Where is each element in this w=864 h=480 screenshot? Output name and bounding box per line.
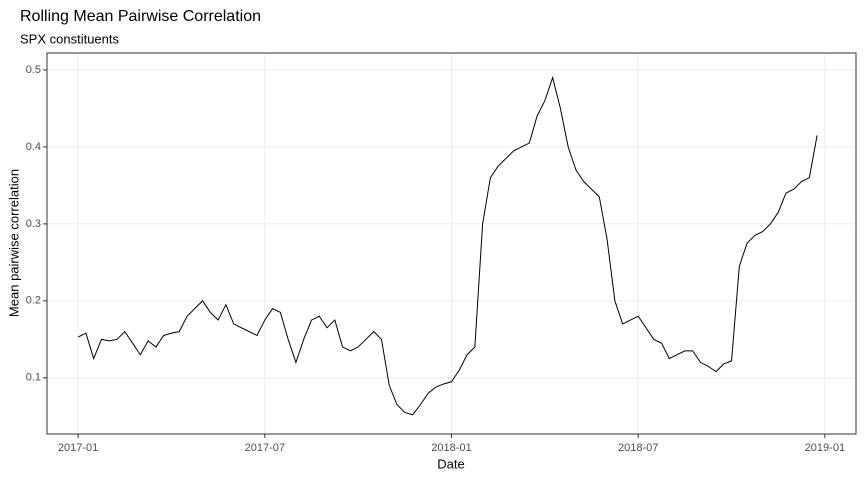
x-tick-label: 2018-01	[431, 442, 471, 454]
plot-border	[46, 52, 857, 435]
y-tick-label: 0.1	[26, 372, 41, 384]
x-tick-label: 2017-01	[58, 442, 98, 454]
x-tick-label: 2019-01	[805, 442, 845, 454]
y-axis-label: Mean pairwise correlation	[6, 169, 21, 317]
y-tick-label: 0.3	[26, 218, 41, 230]
x-axis-label: Date	[437, 456, 464, 471]
x-tick-label: 2018-07	[618, 442, 658, 454]
y-tick-label: 0.2	[26, 295, 41, 307]
data-line	[77, 75, 818, 416]
chart-subtitle: SPX constituents	[20, 31, 119, 46]
y-tick-label: 0.5	[26, 64, 41, 76]
x-tick-label: 2017-07	[245, 442, 285, 454]
chart-title: Rolling Mean Pairwise Correlation	[20, 8, 261, 25]
y-tick-label: 0.4	[26, 141, 41, 153]
